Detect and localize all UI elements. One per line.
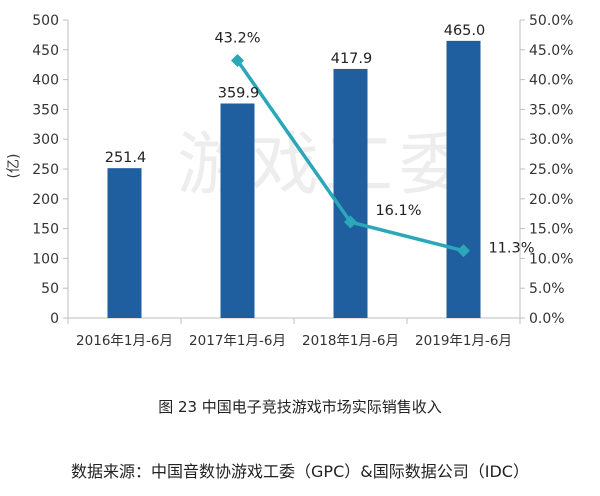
right-tick-label: 25.0% (529, 162, 573, 178)
right-tick-label: 5.0% (529, 281, 565, 297)
bar-value-label: 251.4 (105, 150, 147, 166)
left-tick-label: 100 (32, 251, 59, 267)
line-point (231, 54, 244, 68)
x-tick-label: 2019年1月-6月 (415, 333, 512, 349)
source-caption: 数据来源：中国音数协游戏工委（GPC）&国际数据公司（IDC） (71, 462, 529, 481)
bar (446, 40, 481, 319)
left-tick-label: 150 (32, 222, 59, 238)
bar (220, 103, 255, 318)
sales-revenue-chart: 游戏工委 0501001502002503003504004505000.0%5… (6, 13, 573, 349)
left-tick-label: 400 (32, 73, 59, 89)
left-tick-label: 350 (32, 102, 59, 118)
x-tick-label: 2017年1月-6月 (189, 333, 286, 349)
left-tick-label: 200 (32, 192, 59, 208)
figure-caption: 图 23 中国电子竞技游戏市场实际销售收入 (158, 398, 442, 416)
right-tick-label: 20.0% (529, 192, 573, 208)
x-tick-label: 2018年1月-6月 (302, 333, 399, 349)
bar-value-label: 465.0 (444, 23, 486, 39)
left-tick-label: 250 (32, 162, 59, 178)
right-tick-label: 15.0% (529, 222, 573, 238)
x-tick-label: 2016年1月-6月 (76, 333, 173, 349)
bar (107, 168, 142, 318)
right-tick-label: 10.0% (529, 251, 573, 267)
left-tick-label: 300 (32, 132, 59, 148)
right-tick-label: 30.0% (529, 132, 573, 148)
right-tick-label: 45.0% (529, 43, 573, 59)
y-axis-label: (亿) (6, 154, 22, 179)
right-tick-label: 0.0% (529, 311, 565, 327)
left-tick-label: 450 (32, 43, 59, 59)
right-tick-label: 50.0% (529, 13, 573, 29)
right-tick-label: 35.0% (529, 102, 573, 118)
line-value-label: 16.1% (375, 203, 421, 219)
line-point (457, 244, 470, 258)
line-point (344, 215, 357, 229)
left-tick-label: 500 (32, 13, 59, 29)
right-tick-label: 40.0% (529, 73, 573, 89)
line-value-label: 43.2% (214, 31, 260, 47)
left-tick-label: 50 (41, 281, 59, 297)
bar (333, 68, 368, 318)
line-value-label: 11.3% (488, 241, 534, 257)
bar-value-label: 359.9 (218, 85, 260, 101)
left-tick-label: 0 (50, 311, 59, 327)
bar-value-label: 417.9 (331, 51, 373, 67)
